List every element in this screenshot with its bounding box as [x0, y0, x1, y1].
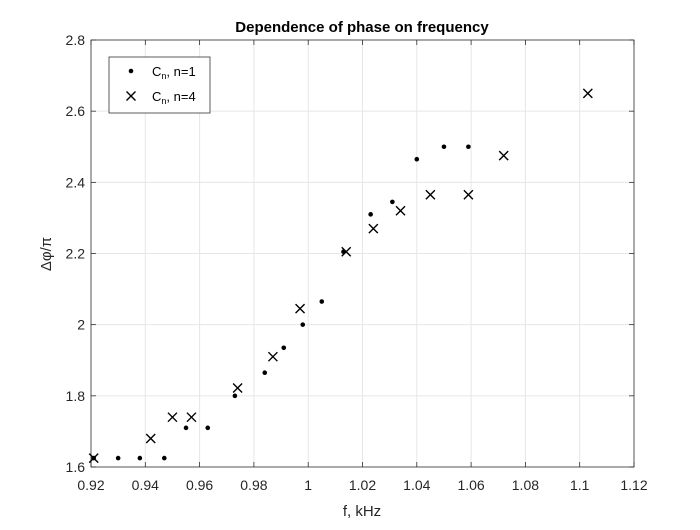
legend: Cn, n=1 Cn, n=4: [108, 56, 211, 114]
data-point-n1: [281, 345, 287, 351]
legend-x-marker: [126, 91, 136, 101]
x-tick-label: 1.1: [570, 477, 590, 493]
data-point-n1: [466, 144, 471, 150]
data-point-n4: [295, 303, 306, 314]
data-point-n4: [582, 88, 593, 99]
x-tick-label: 0.94: [132, 477, 159, 493]
legend-entry-1-rest: , n=1: [166, 64, 195, 79]
data-marks: [88, 88, 593, 464]
data-point-n1: [232, 393, 238, 399]
legend-box: [108, 56, 211, 114]
x-tick-label: 1.04: [403, 477, 430, 493]
legend-entry-1-sub: n: [161, 71, 166, 81]
y-tick-label: 2.6: [66, 103, 86, 119]
legend-dot-glyph: [128, 68, 134, 74]
y-tick-label: 1.6: [66, 459, 86, 475]
data-point-n1: [137, 455, 143, 461]
y-tick-label: 2: [77, 317, 85, 333]
data-point-n1: [319, 299, 325, 304]
data-point-n4: [232, 383, 243, 393]
y-tick-label: 2.4: [66, 174, 86, 190]
x-tick-label: 0.92: [77, 477, 104, 493]
data-point-n1: [115, 455, 121, 461]
y-tick-label: 1.8: [66, 388, 86, 404]
x-tick-label: 0.96: [186, 477, 213, 493]
data-point-n4: [341, 246, 352, 257]
data-point-n4: [368, 223, 379, 234]
data-point-n1: [441, 144, 447, 150]
data-point-n1: [414, 156, 420, 162]
data-point-n1: [300, 322, 306, 327]
y-tick-labels: 1.6 1.8 2 2.2 2.4 2.6 2.8: [66, 32, 86, 475]
data-point-n1: [162, 455, 167, 461]
y-axis-label: Δφ/π: [38, 237, 55, 271]
x-tick-label: 1.02: [349, 477, 376, 493]
chart-title: Dependence of phase on frequency: [235, 19, 489, 36]
x-axis-label: f, kHz: [343, 503, 381, 520]
x-tick-label: 1.06: [457, 477, 484, 493]
legend-entry-2-main: C: [152, 89, 161, 104]
legend-entry-1-main: C: [152, 64, 161, 79]
data-point-n4: [395, 205, 406, 216]
data-point-n4: [145, 433, 156, 444]
x-tick-label: 1.12: [620, 477, 647, 493]
data-point-n1: [205, 425, 211, 431]
legend-entry-1: Cn, n=1: [152, 64, 196, 81]
legend-entry-2-sub: n: [161, 96, 166, 106]
y-tick-label: 2.2: [66, 246, 86, 262]
x-tick-label: 1: [304, 477, 312, 493]
axes: [90, 39, 635, 468]
data-point-n1: [183, 425, 189, 431]
legend-dot-marker: [128, 68, 134, 74]
data-point-n4: [88, 453, 99, 464]
x-tick-label: 0.98: [240, 477, 267, 493]
data-point-n4: [186, 412, 197, 423]
data-point-n4: [498, 150, 509, 161]
x-tick-labels: 0.92 0.94 0.96 0.98 1 1.02 1.04 1.06 1.08 1.1 1.12: [77, 477, 647, 493]
data-point-n1: [390, 199, 395, 205]
data-point-n4: [425, 189, 436, 200]
axes-box: [90, 39, 635, 468]
data-point-n1: [368, 212, 373, 217]
data-point-n4: [463, 189, 474, 200]
y-tick-label: 2.8: [66, 32, 86, 48]
legend-entry-2: Cn, n=4: [152, 89, 196, 106]
legend-x-glyph: [126, 91, 136, 101]
legend-entry-2-rest: , n=4: [166, 89, 195, 104]
data-point-n1: [262, 370, 268, 376]
data-point-n4: [167, 412, 178, 423]
x-tick-label: 1.08: [512, 477, 539, 493]
data-point-n4: [267, 351, 278, 362]
